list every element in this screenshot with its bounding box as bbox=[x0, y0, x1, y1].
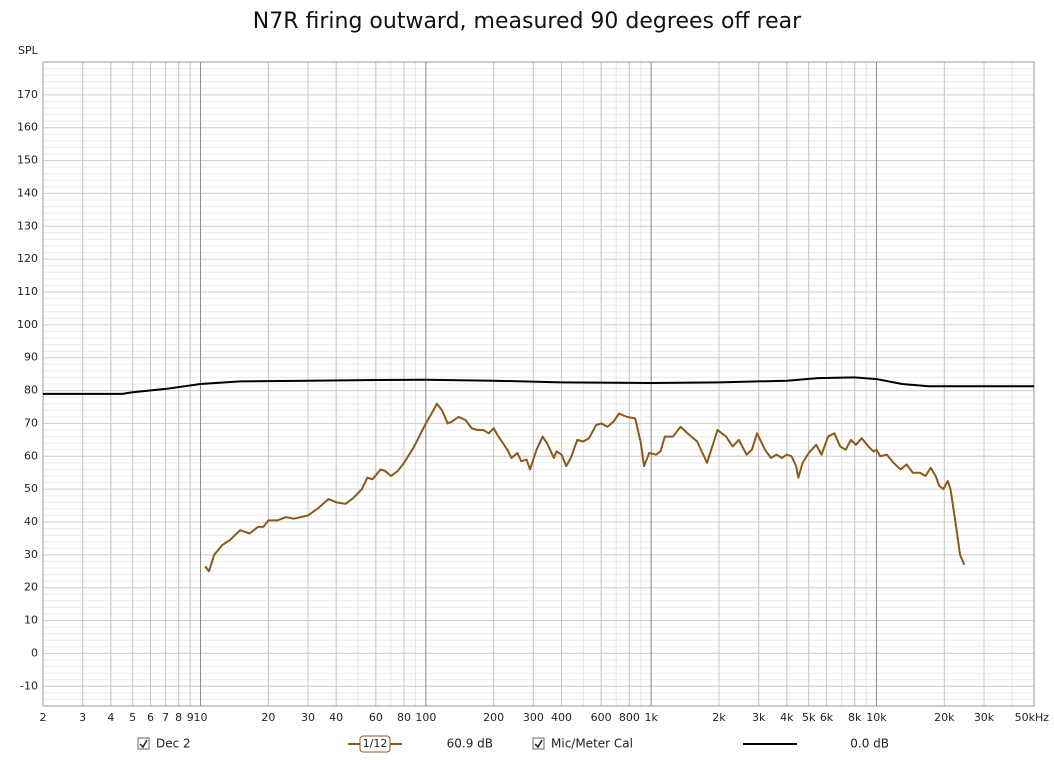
checkmark bbox=[139, 739, 148, 749]
x-tick-label: 50kHz bbox=[1015, 711, 1050, 724]
x-tick-label: 7 bbox=[162, 711, 169, 724]
smoothing-box bbox=[359, 735, 391, 753]
y-tick-label: -10 bbox=[20, 679, 38, 692]
y-tick-label: 30 bbox=[24, 548, 38, 561]
x-tick-label: 5k bbox=[802, 711, 816, 724]
y-tick-label: 90 bbox=[24, 351, 38, 364]
y-tick-label: 50 bbox=[24, 482, 38, 495]
legend-value: 60.9 dB bbox=[447, 737, 493, 751]
x-tick-label: 6 bbox=[147, 711, 154, 724]
x-tick-label: 6k bbox=[820, 711, 834, 724]
y-tick-label: 150 bbox=[17, 154, 38, 167]
y-tick-label: 140 bbox=[17, 186, 38, 199]
x-tick-label: 8k bbox=[848, 711, 862, 724]
y-tick-label: 60 bbox=[24, 449, 38, 462]
y-tick-label: 20 bbox=[24, 581, 38, 594]
x-tick-label: 200 bbox=[483, 711, 504, 724]
y-tick-label: 70 bbox=[24, 416, 38, 429]
x-tick-label: 8 bbox=[175, 711, 182, 724]
legend-label: Mic/Meter Cal bbox=[551, 737, 633, 751]
x-tick-label: 1k bbox=[644, 711, 658, 724]
x-tick-label: 4k bbox=[780, 711, 794, 724]
smoothing-label: 1/12 bbox=[363, 737, 388, 750]
plot-frame bbox=[42, 61, 1035, 707]
x-tick-label: 100 bbox=[415, 711, 436, 724]
x-tick-label: 400 bbox=[551, 711, 572, 724]
x-tick-label: 10k bbox=[866, 711, 887, 724]
chart-title: N7R firing outward, measured 90 degrees … bbox=[253, 9, 802, 34]
x-tick-label: 3k bbox=[752, 711, 766, 724]
x-tick-label: 4 bbox=[107, 711, 114, 724]
y-tick-label: 170 bbox=[17, 88, 38, 101]
y-tick-label: 110 bbox=[17, 285, 38, 298]
y-tick-label: 40 bbox=[24, 515, 38, 528]
x-tick-label: 800 bbox=[619, 711, 640, 724]
y-axis-label: SPL bbox=[18, 44, 39, 57]
x-tick-label: 9 bbox=[187, 711, 194, 724]
x-tick-label: 80 bbox=[397, 711, 411, 724]
y-tick-label: 0 bbox=[31, 646, 38, 659]
x-tick-label: 40 bbox=[329, 711, 343, 724]
y-tick-label: 160 bbox=[17, 121, 38, 134]
x-tick-label: 20k bbox=[934, 711, 955, 724]
x-tick-label: 3 bbox=[79, 711, 86, 724]
checkbox bbox=[137, 737, 150, 750]
legend-label: Dec 2 bbox=[156, 737, 191, 751]
y-tick-label: 100 bbox=[17, 318, 38, 331]
x-tick-label: 5 bbox=[129, 711, 136, 724]
x-tick-label: 10 bbox=[194, 711, 208, 724]
legend-value: 0.0 dB bbox=[850, 737, 889, 751]
x-tick-label: 30 bbox=[301, 711, 315, 724]
x-tick-label: 20 bbox=[261, 711, 275, 724]
x-tick-label: 2k bbox=[712, 711, 726, 724]
x-tick-label: 60 bbox=[369, 711, 383, 724]
y-tick-label: 80 bbox=[24, 384, 38, 397]
y-tick-label: 120 bbox=[17, 252, 38, 265]
checkbox bbox=[532, 737, 545, 750]
y-tick-label: 130 bbox=[17, 219, 38, 232]
x-tick-label: 30k bbox=[974, 711, 995, 724]
line-series bbox=[204, 402, 966, 573]
line-series bbox=[43, 376, 1034, 395]
x-tick-label: 300 bbox=[523, 711, 544, 724]
checkmark bbox=[534, 739, 543, 749]
x-tick-label: 2 bbox=[40, 711, 47, 724]
y-tick-label: 10 bbox=[24, 614, 38, 627]
x-tick-label: 600 bbox=[591, 711, 612, 724]
